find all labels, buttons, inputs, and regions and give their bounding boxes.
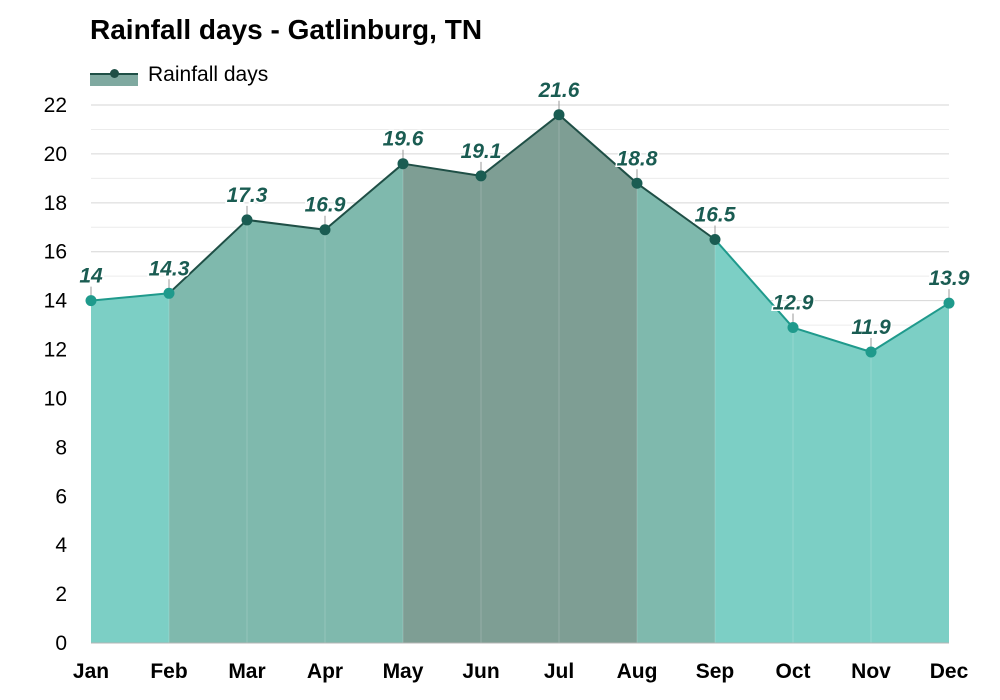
data-point [631, 177, 643, 189]
legend[interactable]: Rainfall days [90, 60, 268, 90]
data-label: 18.8 [617, 147, 658, 170]
area-segment [481, 114, 559, 644]
data-point [709, 234, 721, 245]
data-point [319, 224, 331, 236]
data-point [865, 346, 877, 358]
series-line-segment [558, 114, 638, 185]
series-line-segment [324, 162, 404, 231]
data-point [553, 109, 565, 121]
x-tick-label: May [383, 660, 424, 683]
area-segment [871, 303, 949, 643]
x-tick-label: Nov [851, 660, 891, 683]
area-segment [247, 219, 325, 643]
y-tick-label: 10 [44, 387, 67, 410]
area-segment [91, 293, 169, 643]
x-tick-label: Aug [617, 660, 658, 683]
data-label: 11.9 [851, 316, 891, 339]
data-label: 21.6 [538, 79, 580, 102]
x-tick-label: Jun [462, 660, 499, 683]
series-line-segment [168, 219, 248, 295]
y-tick-label: 18 [44, 192, 67, 215]
x-tick-label: Jan [73, 660, 109, 683]
area-segment [637, 183, 715, 643]
series-line-segment [636, 182, 716, 241]
data-point [85, 295, 97, 307]
area-segment [793, 327, 871, 643]
x-tick-label: Dec [930, 660, 969, 683]
data-point [475, 170, 487, 182]
series-line-segment [246, 218, 326, 231]
y-tick-label: 0 [55, 632, 67, 655]
data-label: 19.6 [383, 128, 424, 151]
series-line-segment [480, 113, 560, 177]
area-segment [715, 239, 793, 643]
data-label: 14.3 [149, 257, 190, 280]
y-tick-label: 22 [44, 94, 67, 117]
y-tick-label: 12 [44, 339, 67, 362]
data-label: 16.5 [695, 204, 736, 227]
legend-swatch-icon [90, 64, 138, 86]
data-label: 16.9 [305, 194, 346, 217]
series-line-segment [714, 238, 794, 329]
x-tick-label: Mar [228, 660, 265, 683]
y-tick-label: 20 [44, 143, 67, 166]
data-label: 14 [79, 265, 103, 288]
y-tick-label: 14 [44, 290, 68, 313]
x-tick-label: Jul [544, 660, 574, 683]
series-line-segment [402, 162, 482, 177]
data-point [397, 158, 409, 170]
y-tick-label: 2 [55, 583, 67, 606]
y-tick-label: 16 [44, 241, 67, 264]
x-tick-label: Oct [775, 660, 810, 683]
data-point [163, 287, 175, 299]
x-tick-label: Apr [307, 660, 343, 683]
x-tick-label: Feb [150, 660, 187, 683]
series-line-segment [90, 292, 170, 302]
y-tick-label: 8 [55, 436, 67, 459]
data-point [787, 322, 799, 334]
x-tick-label: Sep [696, 660, 735, 683]
data-point [943, 297, 955, 309]
area-segment [559, 114, 637, 644]
area-segment [325, 163, 403, 643]
data-label: 17.3 [227, 184, 268, 207]
area-segment [403, 163, 481, 643]
series-line-segment [870, 302, 950, 353]
area-segment [169, 219, 247, 643]
data-label: 13.9 [929, 267, 970, 290]
legend-label: Rainfall days [148, 63, 269, 86]
data-label: 12.9 [773, 292, 814, 315]
y-tick-label: 6 [55, 485, 67, 508]
y-tick-label: 4 [55, 534, 67, 557]
series-line-segment [792, 326, 872, 353]
data-point [241, 214, 253, 226]
data-label: 19.1 [461, 140, 502, 163]
chart-title: Rainfall days - Gatlinburg, TN [90, 14, 483, 45]
